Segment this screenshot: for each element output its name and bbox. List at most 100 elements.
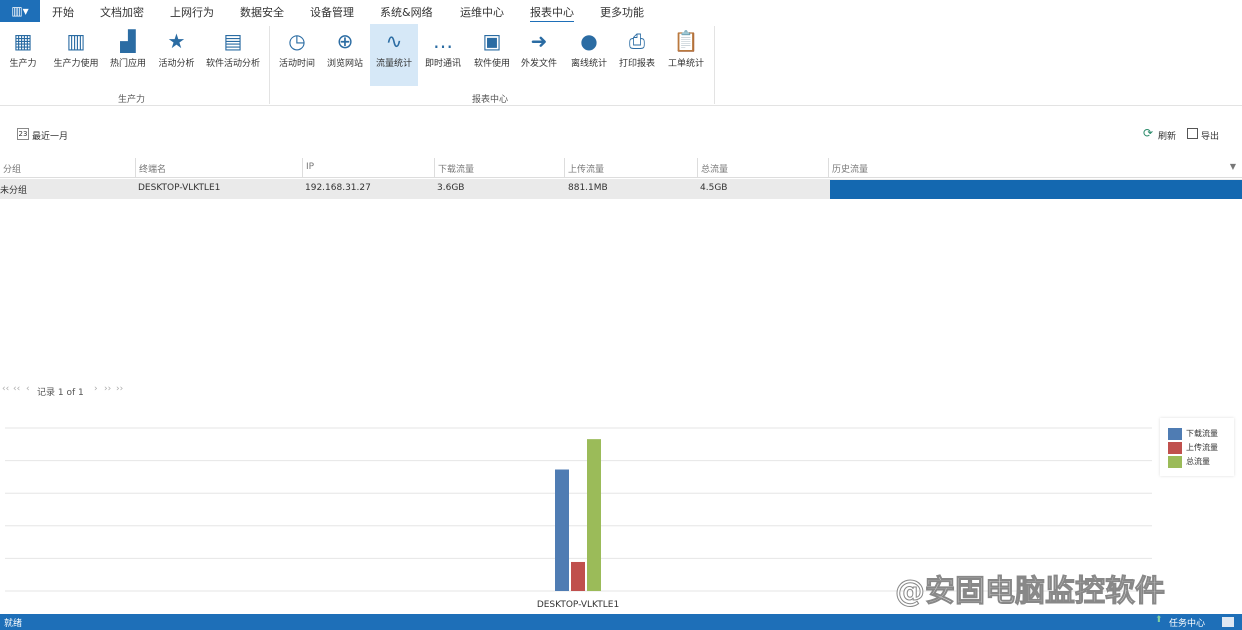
legend-swatch: [1168, 456, 1182, 468]
message-icon[interactable]: [1222, 617, 1234, 627]
cell-upload: 881.1MB: [568, 183, 608, 193]
ribbon-button-grid[interactable]: ▦ 生产力: [4, 24, 42, 86]
legend-label: 下载流量: [1186, 429, 1218, 438]
group-divider: [269, 26, 270, 104]
col-history[interactable]: 历史流量: [828, 158, 1242, 178]
ribbon-button-user-info[interactable]: ● 离线统计: [566, 24, 612, 86]
col-ip[interactable]: IP: [302, 158, 434, 178]
status-bar: 就绪 ⬆ 任务中心: [0, 614, 1242, 630]
ribbon-button-hot-app[interactable]: ▟ 热门应用: [106, 24, 150, 86]
x-tick-label: DESKTOP-VLKTLE1: [537, 600, 619, 610]
menu-report-center[interactable]: 报表中心: [530, 4, 574, 23]
table-row[interactable]: 未分组 DESKTOP-VLKTLE1 192.168.31.27 3.6GB …: [0, 179, 1242, 199]
ribbon-button-software-chart[interactable]: ▤ 软件活动分析: [202, 24, 264, 86]
menu-device-mgmt[interactable]: 设备管理: [310, 6, 354, 19]
prev-page-fast-button[interactable]: ‹‹: [13, 384, 21, 394]
chat-icon: …: [433, 29, 453, 53]
history-clock-icon: ◷: [288, 29, 306, 53]
col-group[interactable]: 分组: [0, 158, 135, 178]
ribbon-button-file-send[interactable]: ➜ 外发文件: [518, 24, 560, 86]
refresh-icon: ⟳: [1143, 126, 1154, 140]
bar-download[interactable]: [555, 469, 569, 591]
status-text: 就绪: [4, 619, 23, 629]
bar-total[interactable]: [587, 439, 601, 591]
user-info-icon: ●: [580, 29, 598, 53]
ribbon-button-window-user[interactable]: ▣ 软件使用: [470, 24, 514, 86]
next-page-fast-button[interactable]: ››: [104, 384, 112, 394]
menu-data-security[interactable]: 数据安全: [240, 6, 284, 19]
legend-swatch: [1168, 442, 1182, 454]
ribbon-button-label: 热门应用: [109, 59, 146, 69]
group-divider: [714, 26, 715, 104]
date-range-button[interactable]: 最近一月: [32, 132, 69, 142]
cell-ip: 192.168.31.27: [305, 183, 371, 193]
ribbon-button-label: 活动分析: [158, 59, 195, 69]
menu-system-network[interactable]: 系统&网络: [380, 6, 433, 19]
ribbon-button-label: 流量统计: [375, 59, 412, 69]
group-label-report: 报表中心: [472, 95, 509, 105]
legend-label: 总流量: [1186, 457, 1210, 466]
activity-star-icon: ★: [167, 29, 186, 53]
ribbon: 生产力 报表中心 ▦ 生产力 ▥ 生产力使用 ▟ 热门应用 ★ 活动分析 ▤ 软件活动分析 ◷ 活动时…: [0, 22, 1242, 106]
ribbon-button-chat[interactable]: … 即时通讯: [420, 24, 466, 86]
next-page-button[interactable]: ›: [94, 384, 98, 394]
col-upload[interactable]: 上传流量: [564, 158, 697, 178]
menu-ops-center[interactable]: 运维中心: [460, 6, 504, 19]
ribbon-button-label: 外发文件: [520, 59, 557, 69]
bar-doc-icon: ▥: [66, 29, 86, 53]
menu-more[interactable]: 更多功能: [600, 6, 644, 19]
grid-icon: ▦: [13, 29, 33, 53]
menu-web-behavior[interactable]: 上网行为: [170, 6, 214, 19]
ribbon-button-globe[interactable]: ⊕ 浏览网站: [322, 24, 368, 86]
chart-legend: 下载流量 上传流量 总流量: [1160, 418, 1234, 476]
ribbon-button-printer[interactable]: ⎙ 打印报表: [614, 24, 660, 86]
traffic-chart: DESKTOP-VLKTLE1: [5, 427, 1152, 610]
menu-start[interactable]: 开始: [52, 6, 74, 19]
menu-doc-encrypt[interactable]: 文档加密: [100, 6, 144, 19]
ribbon-button-activity-star[interactable]: ★ 活动分析: [154, 24, 199, 86]
refresh-button[interactable]: 刷新: [1158, 132, 1177, 142]
table-header: 分组 终端名 IP 下载流量 上传流量 总流量 历史流量 ▼: [0, 158, 1242, 178]
ribbon-button-label: 离线统计: [570, 59, 607, 69]
task-center-button[interactable]: 任务中心: [1169, 619, 1206, 629]
col-terminal[interactable]: 终端名: [135, 158, 302, 178]
cell-group: 未分组: [0, 186, 28, 196]
ribbon-button-label: 打印报表: [618, 59, 655, 69]
app-menu-icon[interactable]: ▥▾: [0, 0, 40, 22]
ribbon-button-label: 生产力: [9, 59, 37, 69]
ribbon-button-traffic-chart[interactable]: ∿ 流量统计: [370, 24, 418, 86]
watermark: @安固电脑监控软件: [895, 574, 1166, 610]
first-page-button[interactable]: ‹‹: [2, 384, 10, 394]
printer-icon: ⎙: [629, 29, 645, 53]
ribbon-button-label: 工单统计: [667, 59, 704, 69]
export-icon: [1187, 128, 1198, 139]
toolbar: 23 最近一月 ⟳ 刷新 导出: [0, 126, 1242, 146]
ribbon-button-label: 活动时间: [278, 59, 315, 69]
ribbon-button-history-clock[interactable]: ◷ 活动时间: [274, 24, 320, 86]
globe-icon: ⊕: [336, 29, 354, 53]
window-user-icon: ▣: [482, 29, 502, 53]
clipboard-icon: 📋: [673, 29, 699, 53]
ribbon-button-label: 即时通讯: [424, 59, 461, 69]
group-label-productivity: 生产力: [118, 95, 146, 105]
menu-bar: ▥▾ 开始 文档加密 上网行为 数据安全 设备管理 系统&网络 运维中心 报表中…: [0, 0, 1242, 23]
cell-total: 4.5GB: [700, 183, 728, 193]
ribbon-button-label: 浏览网站: [326, 59, 363, 69]
bar-upload[interactable]: [571, 561, 585, 591]
col-download[interactable]: 下载流量: [434, 158, 564, 178]
ribbon-button-label: 软件使用: [473, 59, 510, 69]
export-button[interactable]: 导出: [1201, 132, 1220, 142]
ribbon-button-clipboard[interactable]: 📋 工单统计: [664, 24, 708, 86]
file-send-icon: ➜: [530, 29, 548, 53]
task-center-icon: ⬆: [1155, 615, 1163, 625]
hot-app-icon: ▟: [120, 29, 136, 53]
column-menu-chevron-icon[interactable]: ▼: [1229, 162, 1236, 171]
cell-download: 3.6GB: [437, 183, 465, 193]
ribbon-button-bar-doc[interactable]: ▥ 生产力使用: [49, 24, 103, 86]
prev-page-button[interactable]: ‹: [26, 384, 30, 394]
col-total[interactable]: 总流量: [697, 158, 828, 178]
software-chart-icon: ▤: [223, 29, 243, 53]
last-page-button[interactable]: ››: [116, 384, 124, 394]
ribbon-button-label: 软件活动分析: [205, 59, 260, 69]
history-traffic-bar: [830, 180, 1242, 199]
